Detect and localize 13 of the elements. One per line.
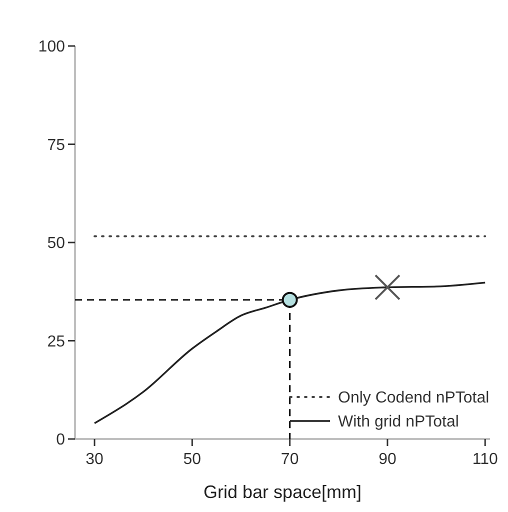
y-tick-label: 75 [47, 136, 66, 154]
x-tick-label: 70 [280, 451, 299, 468]
x-tick-label: 50 [183, 451, 202, 468]
x-tick-label: 90 [378, 451, 396, 468]
legend-label: Only Codend nPTotal [338, 390, 490, 407]
y-tick-label: 100 [38, 38, 66, 56]
y-tick-label: 50 [47, 235, 66, 252]
y-tick-label: 0 [56, 432, 66, 449]
x-tick-label: 30 [86, 451, 104, 468]
x-axis-title: Grid bar space[mm] [203, 482, 362, 502]
legend-label: With grid nPTotal [338, 414, 459, 431]
y-tick-label: 25 [47, 333, 66, 350]
x-tick-label: 110 [472, 451, 498, 468]
